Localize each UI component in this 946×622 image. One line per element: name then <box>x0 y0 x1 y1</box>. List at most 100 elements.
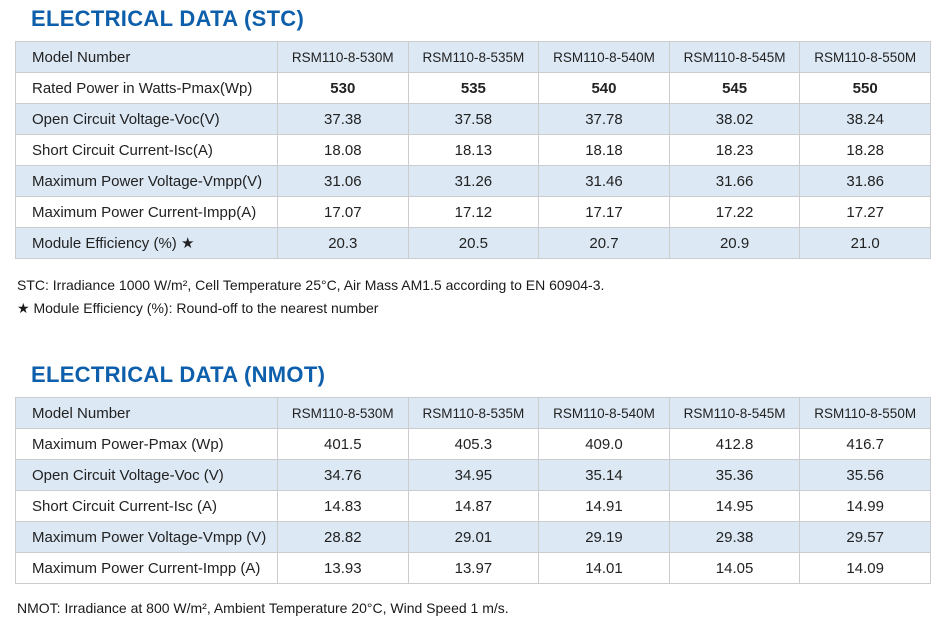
stc-model-530: RSM110-8-530M <box>277 41 409 73</box>
nmot-row-impp: Maximum Power Current-Impp (A) 13.93 13.… <box>15 552 931 584</box>
cell-value: 20.5 <box>407 227 540 259</box>
stc-model-540: RSM110-8-540M <box>538 41 670 73</box>
row-label: Maximum Power Voltage-Vmpp(V) <box>15 165 278 197</box>
row-label: Open Circuit Voltage-Voc (V) <box>15 459 278 491</box>
cell-value: 535 <box>407 72 540 104</box>
stc-row-impp: Maximum Power Current-Impp(A) 17.07 17.1… <box>15 196 931 228</box>
cell-value: 21.0 <box>799 227 931 259</box>
cell-value: 405.3 <box>407 428 540 460</box>
cell-value: 401.5 <box>277 428 409 460</box>
cell-value: 17.12 <box>407 196 540 228</box>
cell-value: 14.99 <box>799 490 931 522</box>
nmot-model-545: RSM110-8-545M <box>668 397 801 429</box>
section-divider-space <box>15 320 931 362</box>
cell-value: 38.02 <box>668 103 801 135</box>
cell-value: 14.09 <box>799 552 931 584</box>
cell-value: 13.93 <box>277 552 409 584</box>
cell-value: 31.66 <box>668 165 801 197</box>
cell-value: 412.8 <box>668 428 801 460</box>
cell-value: 29.57 <box>799 521 931 553</box>
stc-model-545: RSM110-8-545M <box>668 41 801 73</box>
nmot-footnote-conditions: NMOT: Irradiance at 800 W/m², Ambient Te… <box>17 600 509 616</box>
cell-value: 35.14 <box>538 459 670 491</box>
cell-value: 17.07 <box>277 196 409 228</box>
cell-value: 409.0 <box>538 428 670 460</box>
stc-table: Model Number RSM110-8-530M RSM110-8-535M… <box>15 41 931 259</box>
cell-value: 34.76 <box>277 459 409 491</box>
cell-value: 17.27 <box>799 196 931 228</box>
stc-header-row: Model Number RSM110-8-530M RSM110-8-535M… <box>15 41 931 73</box>
cell-value: 37.78 <box>538 103 670 135</box>
cell-value: 29.01 <box>407 521 540 553</box>
cell-value: 18.08 <box>277 134 409 166</box>
cell-value: 20.3 <box>277 227 409 259</box>
nmot-section-title: ELECTRICAL DATA (NMOT) <box>31 362 326 387</box>
stc-footnotes: STC: Irradiance 1000 W/m², Cell Temperat… <box>17 274 931 320</box>
cell-value: 18.13 <box>407 134 540 166</box>
cell-value: 29.38 <box>668 521 801 553</box>
cell-value: 31.46 <box>538 165 670 197</box>
nmot-row-vmpp: Maximum Power Voltage-Vmpp (V) 28.82 29.… <box>15 521 931 553</box>
stc-header-model-number: Model Number <box>15 41 278 73</box>
cell-value: 14.01 <box>538 552 670 584</box>
cell-value: 29.19 <box>538 521 670 553</box>
cell-value: 38.24 <box>799 103 931 135</box>
cell-value: 35.56 <box>799 459 931 491</box>
cell-value: 416.7 <box>799 428 931 460</box>
cell-value: 550 <box>799 72 931 104</box>
stc-row-rated-power: Rated Power in Watts-Pmax(Wp) 530 535 54… <box>15 72 931 104</box>
nmot-header-model-number: Model Number <box>15 397 278 429</box>
row-label: Short Circuit Current-Isc(A) <box>15 134 278 166</box>
cell-value: 14.87 <box>407 490 540 522</box>
cell-value: 14.83 <box>277 490 409 522</box>
stc-model-550: RSM110-8-550M <box>799 41 931 73</box>
cell-value: 17.17 <box>538 196 670 228</box>
cell-value: 31.06 <box>277 165 409 197</box>
cell-value: 20.9 <box>668 227 801 259</box>
cell-value: 35.36 <box>668 459 801 491</box>
nmot-model-550: RSM110-8-550M <box>799 397 931 429</box>
cell-value: 20.7 <box>538 227 670 259</box>
cell-value: 530 <box>277 72 409 104</box>
cell-value: 18.23 <box>668 134 801 166</box>
stc-row-isc: Short Circuit Current-Isc(A) 18.08 18.13… <box>15 134 931 166</box>
cell-value: 37.58 <box>407 103 540 135</box>
row-label: Maximum Power Voltage-Vmpp (V) <box>15 521 278 553</box>
row-label: Module Efficiency (%) ★ <box>15 227 278 259</box>
cell-value: 18.18 <box>538 134 670 166</box>
stc-model-535: RSM110-8-535M <box>407 41 540 73</box>
stc-row-vmpp: Maximum Power Voltage-Vmpp(V) 31.06 31.2… <box>15 165 931 197</box>
cell-value: 31.86 <box>799 165 931 197</box>
cell-value: 545 <box>668 72 801 104</box>
nmot-model-535: RSM110-8-535M <box>407 397 540 429</box>
nmot-row-pmax: Maximum Power-Pmax (Wp) 401.5 405.3 409.… <box>15 428 931 460</box>
cell-value: 31.26 <box>407 165 540 197</box>
row-label: Maximum Power Current-Impp (A) <box>15 552 278 584</box>
row-label: Open Circuit Voltage-Voc(V) <box>15 103 278 135</box>
nmot-header-row: Model Number RSM110-8-530M RSM110-8-535M… <box>15 397 931 429</box>
cell-value: 34.95 <box>407 459 540 491</box>
nmot-row-voc: Open Circuit Voltage-Voc (V) 34.76 34.95… <box>15 459 931 491</box>
cell-value: 17.22 <box>668 196 801 228</box>
cell-value: 14.91 <box>538 490 670 522</box>
cell-value: 28.82 <box>277 521 409 553</box>
nmot-model-540: RSM110-8-540M <box>538 397 670 429</box>
nmot-model-530: RSM110-8-530M <box>277 397 409 429</box>
row-label: Maximum Power Current-Impp(A) <box>15 196 278 228</box>
stc-section-title: ELECTRICAL DATA (STC) <box>31 6 305 31</box>
stc-footnote-conditions: STC: Irradiance 1000 W/m², Cell Temperat… <box>17 277 605 293</box>
cell-value: 540 <box>538 72 670 104</box>
cell-value: 14.05 <box>668 552 801 584</box>
stc-row-efficiency: Module Efficiency (%) ★ 20.3 20.5 20.7 2… <box>15 227 931 259</box>
cell-value: 13.97 <box>407 552 540 584</box>
row-label: Short Circuit Current-Isc (A) <box>15 490 278 522</box>
cell-value: 14.95 <box>668 490 801 522</box>
row-label: Maximum Power-Pmax (Wp) <box>15 428 278 460</box>
cell-value: 37.38 <box>277 103 409 135</box>
stc-row-voc: Open Circuit Voltage-Voc(V) 37.38 37.58 … <box>15 103 931 135</box>
row-label: Rated Power in Watts-Pmax(Wp) <box>15 72 278 104</box>
nmot-table: Model Number RSM110-8-530M RSM110-8-535M… <box>15 397 931 584</box>
nmot-row-isc: Short Circuit Current-Isc (A) 14.83 14.8… <box>15 490 931 522</box>
cell-value: 18.28 <box>799 134 931 166</box>
